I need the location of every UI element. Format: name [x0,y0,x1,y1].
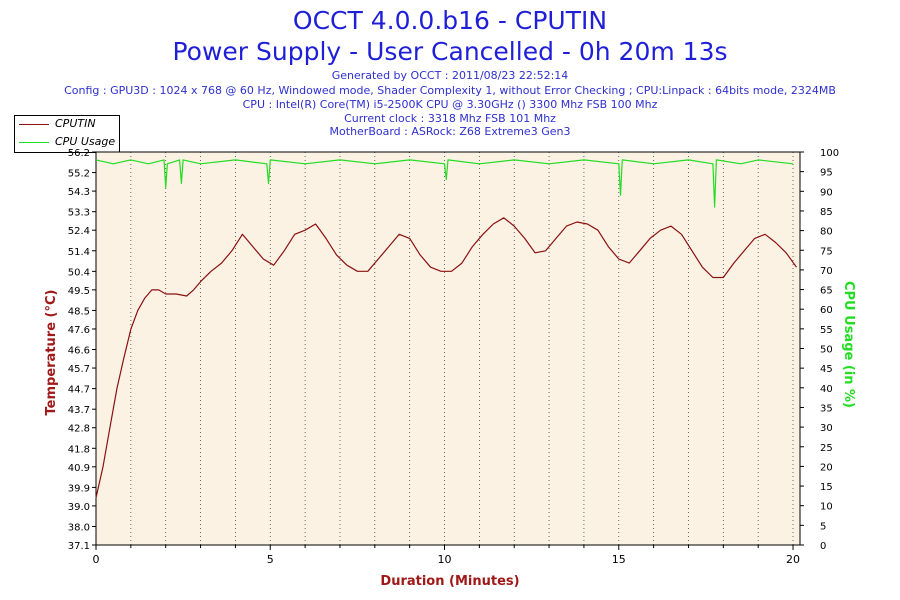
config-info: Config : GPU3D : 1024 x 768 @ 60 Hz, Win… [64,84,836,97]
y-left-tick-label: 53.3 [68,208,90,219]
y-left-tick-label: 47.6 [68,325,90,336]
y-left-tick-label: 46.6 [68,346,90,357]
y-right-tick-label: 25 [820,443,833,454]
y-left-tick-label: 38.0 [68,522,90,533]
y-right-tick-label: 100 [820,148,839,159]
legend-item-cpu-usage: CPU Usage [15,134,119,151]
chart-subtitle: Power Supply - User Cancelled - 0h 20m 1… [172,37,728,66]
y-right-tick-label: 0 [820,541,826,552]
clock-info: Current clock : 3318 Mhz FSB 101 Mhz [344,112,556,125]
legend-item-cputin: CPUTIN [15,116,119,133]
y-left-tick-label: 49.5 [68,286,90,297]
y-right-tick-label: 90 [820,187,833,198]
y-right-tick-label: 45 [820,364,833,375]
y-left-tick-label: 56.2 [68,148,90,159]
y-right-tick-label: 55 [820,325,833,336]
y-left-tick-label: 55.2 [68,169,90,180]
y-right-tick-label: 95 [820,168,833,179]
y-left-tick-label: 45.7 [68,364,90,375]
y-right-tick-label: 35 [820,403,833,414]
chart-title: OCCT 4.0.0.b16 - CPUTIN [292,6,608,35]
y-left-tick-label: 51.4 [68,247,90,258]
x-tick-label: 0 [93,553,100,566]
y-right-tick-label: 80 [820,227,833,238]
y-right-tick-label: 15 [820,482,833,493]
y-left-tick-label: 48.5 [68,306,90,317]
generated-info: Generated by OCCT : 2011/08/23 22:52:14 [331,69,569,82]
y-right-tick-label: 50 [820,345,833,356]
y-right-tick-label: 5 [820,521,826,532]
y-left-tick-label: 44.7 [68,385,90,396]
y-right-tick-label: 40 [820,384,833,395]
x-axis-title: Duration (Minutes) [380,574,519,589]
y-left-tick-label: 40.9 [68,463,90,474]
x-tick-label: 20 [786,553,800,566]
y-right-tick-label: 85 [820,207,833,218]
y-right-tick-label: 70 [820,266,833,277]
series-line-cpu-usage [95,159,794,208]
motherboard-info: MotherBoard : ASRock: Z68 Extreme3 Gen3 [329,125,571,138]
y-right-tick-label: 65 [820,286,833,297]
y-left-tick-label: 42.8 [68,424,90,435]
y-left-tick-label: 50.4 [68,267,90,278]
y-right-tick-label: 30 [820,423,833,434]
legend: CPUTIN CPU Usage [14,115,120,153]
y-left-tick-label: 54.3 [68,187,90,198]
y-right-tick-label: 75 [820,246,833,257]
legend-label-cpu-usage: CPU Usage [55,135,116,148]
y-right-tick-label: 20 [820,462,833,473]
y-right-tick-label: 60 [820,305,833,316]
legend-swatch-cpu-usage [19,142,49,143]
plot-background [96,152,800,545]
y-left-tick-label: 41.8 [68,444,90,455]
cpu-info: CPU : Intel(R) Core(TM) i5-2500K CPU @ 3… [242,98,658,111]
x-tick-label: 15 [612,553,626,566]
x-tick-label: 5 [267,553,274,566]
y-left-axis-title: Temperature (°C) [44,290,59,416]
legend-swatch-cputin [19,124,49,125]
y-left-tick-label: 43.7 [68,405,90,416]
y-left-tick-label: 37.1 [68,541,90,552]
y-right-axis-title: CPU Usage (in %) [841,281,856,408]
y-left-tick-label: 39.9 [68,483,90,494]
x-tick-label: 10 [438,553,452,566]
y-right-tick-label: 10 [820,502,833,513]
series-line-cputin [95,217,797,498]
legend-label-cputin: CPUTIN [55,117,96,130]
y-left-tick-label: 39.0 [68,502,90,513]
y-left-tick-label: 52.4 [68,226,90,237]
